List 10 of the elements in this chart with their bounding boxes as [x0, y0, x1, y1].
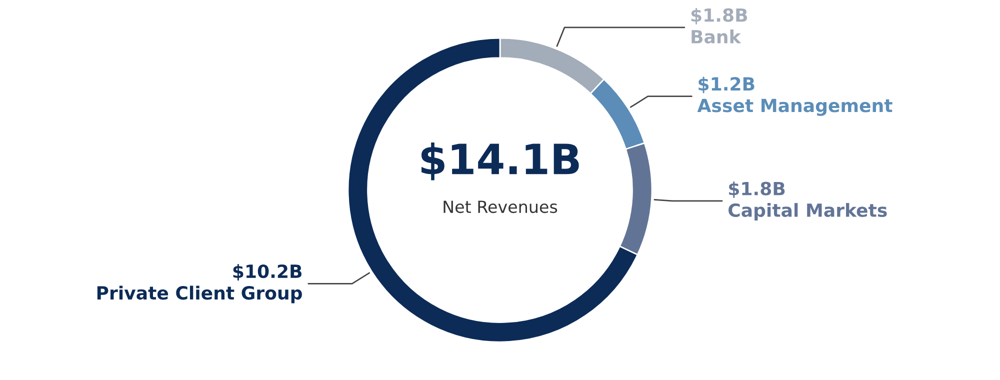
data-label: $1.8B	[729, 181, 785, 198]
text: $14.1B	[421, 142, 579, 180]
slice-label: Capital Markets	[728, 203, 887, 221]
data-label: $10.2B	[233, 264, 302, 281]
text: Net Revenues	[444, 200, 558, 214]
slice-label: Asset Management	[697, 98, 892, 116]
slice-label: Bank	[692, 30, 742, 44]
data-label: $1.8B	[691, 8, 748, 24]
data-label: $1.2B	[698, 76, 754, 94]
slice-label: Private Client Group	[97, 286, 302, 304]
